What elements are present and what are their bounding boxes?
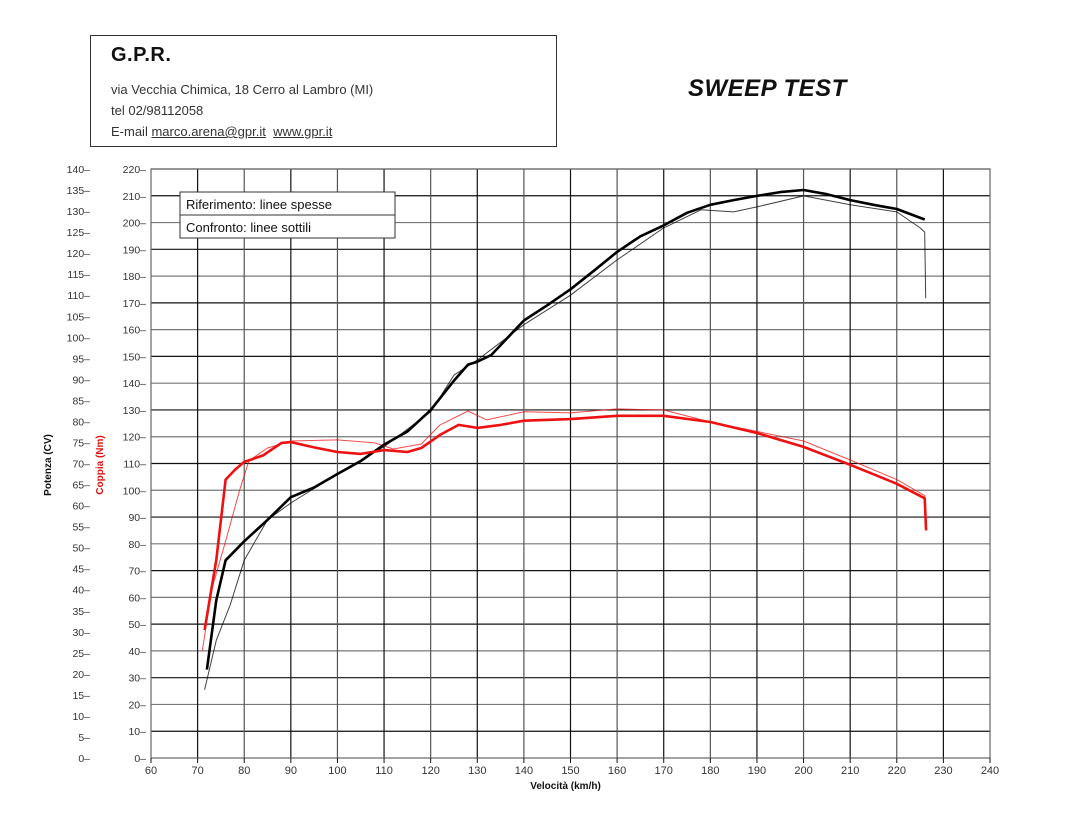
y-right-tick-label: 70– (128, 566, 146, 578)
x-tick-label: 100 (328, 765, 346, 777)
y-left-tick-label: 45– (72, 564, 90, 576)
x-tick-label: 130 (468, 765, 486, 777)
y-right-tick-label: 210– (123, 191, 147, 203)
y-right-tick-label: 0– (134, 753, 146, 765)
y-left-tick-label: 120– (67, 248, 91, 260)
y-left-tick-label: 55– (72, 522, 90, 534)
x-tick-label: 230 (934, 765, 952, 777)
y-right-tick-label: 180– (123, 271, 147, 283)
company-phone: tel 02/98112058 (111, 103, 204, 118)
y-right-tick-label: 50– (128, 619, 146, 631)
y-left-tick-label: 95– (72, 353, 90, 365)
email-label: E-mail (111, 124, 148, 139)
x-axis-label: Velocità (km/h) (530, 781, 601, 792)
x-tick-label: 210 (841, 765, 859, 777)
y-left-tick-label: 110– (67, 290, 90, 302)
y-left-tick-label: 85– (72, 395, 90, 407)
y-left-tick-label: 105– (67, 311, 91, 323)
y-left-tick-label: 0– (78, 753, 90, 765)
y-left-tick-label: 30– (72, 627, 90, 639)
y-right-tick-label: 160– (123, 325, 147, 337)
x-tick-label: 200 (794, 765, 812, 777)
x-tick-label: 180 (701, 765, 719, 777)
y-left-tick-label: 100– (67, 332, 91, 344)
y-right-tick-label: 10– (128, 726, 146, 738)
y-left-tick-label: 35– (72, 606, 90, 618)
y-right-tick-label: 120– (123, 432, 147, 444)
company-address: via Vecchia Chimica, 18 Cerro al Lambro … (111, 82, 374, 97)
x-tick-label: 160 (608, 765, 626, 777)
website-link[interactable]: www.gpr.it (273, 124, 333, 139)
company-name: G.P.R. (111, 44, 172, 66)
power-thick-line (205, 188, 926, 670)
y-right-tick-label: 100– (123, 485, 147, 497)
y-left-tick-label: 65– (72, 480, 90, 492)
y-right-tick-label: 190– (123, 244, 147, 256)
y-right-tick-label: 60– (128, 592, 146, 604)
legend-entry-reference: Riferimento: linee spesse (186, 197, 332, 212)
y-left-tick-label: 70– (72, 459, 90, 471)
x-tick-label: 140 (515, 765, 533, 777)
y-left-tick-label: 140– (67, 164, 91, 176)
y-left-tick-label: 130– (67, 206, 91, 218)
y-right-tick-label: 170– (123, 298, 147, 310)
x-tick-label: 150 (561, 765, 579, 777)
company-header: G.P.R. via Vecchia Chimica, 18 Cerro al … (90, 35, 557, 147)
y-left-tick-label: 5– (78, 732, 90, 744)
y-left-tick-label: 10– (72, 711, 90, 723)
y-right-tick-label: 200– (123, 218, 147, 230)
y-left-tick-label: 20– (72, 669, 90, 681)
y-left-tick-label: 40– (72, 585, 90, 597)
power-thin-line (204, 195, 927, 690)
chart-title: SWEEP TEST (688, 75, 847, 102)
legend-entry-comparison: Confronto: linee sottili (186, 220, 311, 235)
y-left-tick-label: 90– (72, 374, 90, 386)
y-left-tick-label: 115– (67, 269, 90, 281)
y-left-tick-label: 50– (72, 543, 90, 555)
y-left-tick-label: 125– (67, 227, 91, 239)
company-contacts: E-mail marco.arena@gpr.it www.gpr.it (111, 124, 332, 139)
y-right-tick-label: 30– (128, 673, 146, 685)
y-right-tick-label: 130– (123, 405, 147, 417)
y-right-tick-label: 20– (128, 699, 146, 711)
y-right-tick-label: 150– (123, 351, 147, 363)
x-tick-label: 170 (655, 765, 673, 777)
y-left-tick-label: 25– (72, 648, 90, 660)
y-right-tick-label: 110– (123, 459, 146, 471)
y-right-tick-label: 140– (123, 378, 147, 390)
x-tick-label: 60 (145, 765, 157, 777)
torque-thin-line (201, 408, 927, 651)
y-right-tick-label: 220– (123, 164, 147, 176)
y-left-axis-label: Potenza (CV) (43, 434, 54, 496)
y-left-tick-label: 75– (72, 437, 90, 449)
torque-thick-line (203, 414, 928, 631)
x-tick-label: 80 (238, 765, 250, 777)
y-right-tick-label: 90– (128, 512, 146, 524)
y-left-tick-label: 15– (72, 690, 90, 702)
y-left-tick-label: 80– (72, 416, 90, 428)
x-tick-label: 110 (375, 765, 393, 777)
y-left-tick-label: 60– (72, 501, 90, 513)
email-link[interactable]: marco.arena@gpr.it (151, 124, 266, 139)
y-right-tick-label: 40– (128, 646, 146, 658)
x-tick-label: 120 (421, 765, 439, 777)
x-tick-label: 240 (981, 765, 999, 777)
x-tick-label: 190 (748, 765, 766, 777)
y-left-tick-label: 135– (67, 185, 91, 197)
y-right-tick-label: 80– (128, 539, 146, 551)
y-right-axis-label: Coppia (Nm) (95, 435, 106, 494)
x-tick-label: 220 (888, 765, 906, 777)
x-tick-label: 90 (285, 765, 297, 777)
x-tick-label: 70 (191, 765, 203, 777)
